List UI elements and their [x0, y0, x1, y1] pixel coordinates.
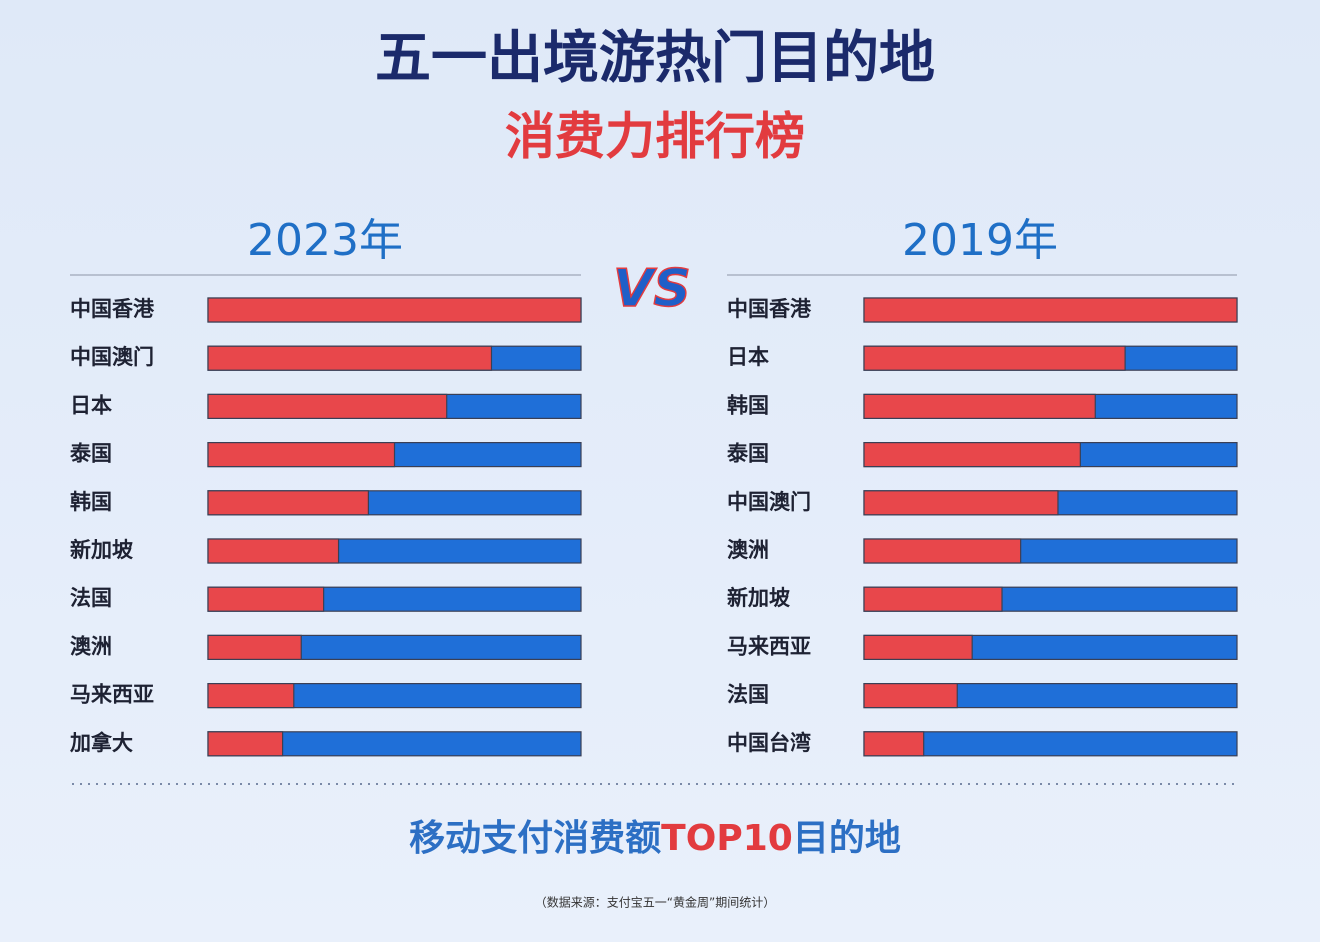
- category-label: 韩国: [727, 393, 769, 417]
- category-label: 中国台湾: [727, 731, 811, 755]
- vs-badge: VS: [613, 259, 691, 319]
- source-note: （数据来源：支付宝五一“黄金周”期间统计）: [535, 895, 775, 910]
- category-label: 澳洲: [727, 538, 769, 562]
- category-label: 新加坡: [70, 538, 133, 562]
- category-label: 中国澳门: [727, 490, 811, 514]
- category-label: 新加坡: [727, 586, 790, 610]
- category-label: 加拿大: [69, 731, 133, 755]
- category-label: 泰国: [69, 442, 112, 466]
- bar: [207, 393, 448, 419]
- panel-title: 2019年: [902, 215, 1058, 266]
- category-label: 澳洲: [70, 634, 112, 658]
- category-label: 日本: [727, 345, 769, 369]
- category-label: 法国: [70, 586, 112, 610]
- footer-highlight: TOP10: [661, 818, 793, 859]
- bar: [863, 393, 1096, 419]
- bar: [207, 682, 295, 709]
- bar: [207, 731, 284, 757]
- category-label: 马来西亚: [727, 634, 811, 658]
- category-label: 日本: [70, 393, 112, 417]
- footer-text: 移动支付消费额: [409, 818, 661, 859]
- category-label: 马来西亚: [70, 683, 154, 707]
- bar: [863, 682, 958, 709]
- bar: [863, 538, 1022, 564]
- title: 五一出境游热门目的地: [375, 26, 935, 91]
- bar: [207, 345, 493, 371]
- panel-title: 2023年: [247, 215, 403, 266]
- bar: [863, 345, 1126, 371]
- bar: [863, 490, 1059, 516]
- bar: [207, 634, 302, 661]
- footer-text: 目的地: [793, 818, 901, 859]
- category-label: 法国: [727, 683, 769, 707]
- bar: [863, 634, 973, 661]
- bar: [207, 297, 582, 323]
- bar: [863, 586, 1003, 612]
- bar: [863, 442, 1081, 468]
- category-label: 韩国: [70, 490, 112, 514]
- category-label: 中国香港: [70, 297, 155, 321]
- bar: [207, 442, 396, 468]
- bar: [207, 490, 369, 516]
- category-label: 泰国: [726, 442, 769, 466]
- bar-track: [863, 731, 1238, 757]
- category-label: 中国香港: [727, 297, 812, 321]
- bar: [207, 538, 340, 564]
- category-label: 中国澳门: [70, 345, 154, 369]
- bar: [863, 297, 1238, 323]
- bar: [207, 586, 325, 612]
- footer: 移动支付消费额TOP10目的地: [409, 818, 901, 859]
- bar: [863, 731, 925, 757]
- subtitle: 消费力排行榜: [505, 108, 805, 166]
